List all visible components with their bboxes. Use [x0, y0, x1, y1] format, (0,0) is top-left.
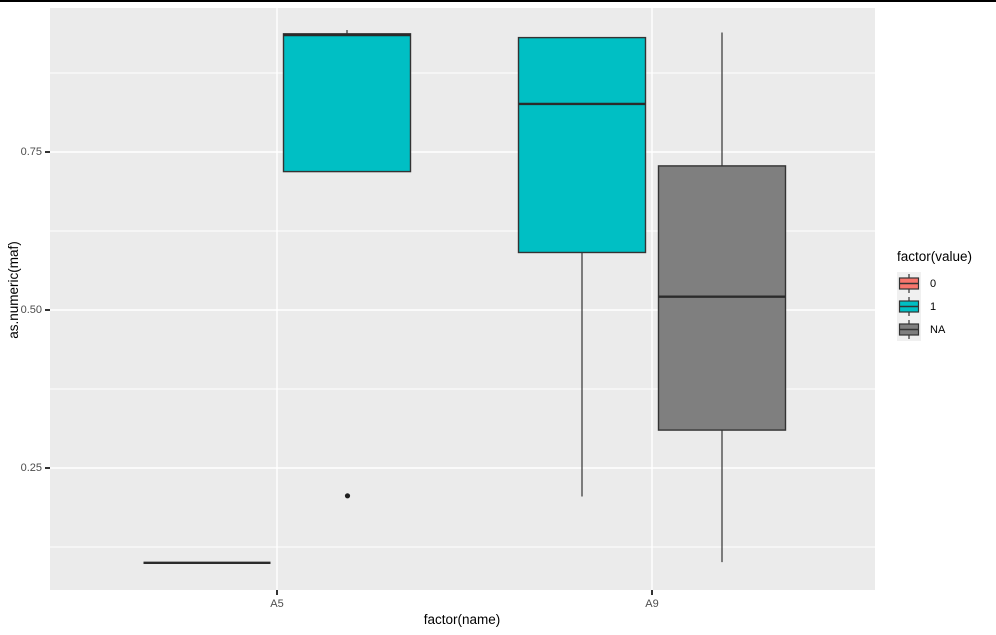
- x-tick-label-a5: A5: [270, 598, 284, 610]
- y-tick-label-025: 0.25: [20, 462, 42, 474]
- x-tick-mark: [276, 590, 278, 595]
- boxplot-canvas: [50, 8, 875, 590]
- boxplot-key-icon: [897, 295, 921, 318]
- legend-entry-0: 0: [897, 272, 972, 295]
- plot-panel: [50, 8, 875, 590]
- legend-entry-1: 1: [897, 295, 972, 318]
- boxplot-key-icon: [897, 272, 921, 295]
- x-tick-label-a9: A9: [645, 598, 659, 610]
- y-tick-mark: [45, 309, 50, 311]
- boxplot-key-icon: [897, 318, 921, 341]
- y-tick-label-075: 0.75: [20, 146, 42, 158]
- legend-title: factor(value): [897, 249, 973, 264]
- legend-label: 1: [930, 300, 937, 313]
- window-top-border: [0, 0, 996, 2]
- y-tick-mark: [45, 151, 50, 153]
- outlier-point-A5-1: [344, 493, 351, 499]
- y-tick-mark: [45, 467, 50, 469]
- x-axis-title: factor(name): [423, 612, 501, 627]
- legend: factor(value) 0 1 NA: [897, 249, 972, 341]
- legend-label: 0: [930, 277, 937, 290]
- legend-entry-na: NA: [897, 318, 972, 341]
- y-axis-title: as.numeric(maf): [6, 241, 21, 339]
- box-A5-1: [282, 33, 412, 173]
- y-tick-label-050: 0.50: [20, 304, 42, 316]
- legend-label: NA: [930, 323, 946, 336]
- box-A9-NA: [657, 165, 787, 431]
- x-tick-mark: [651, 590, 653, 595]
- box-A9-1: [517, 36, 647, 254]
